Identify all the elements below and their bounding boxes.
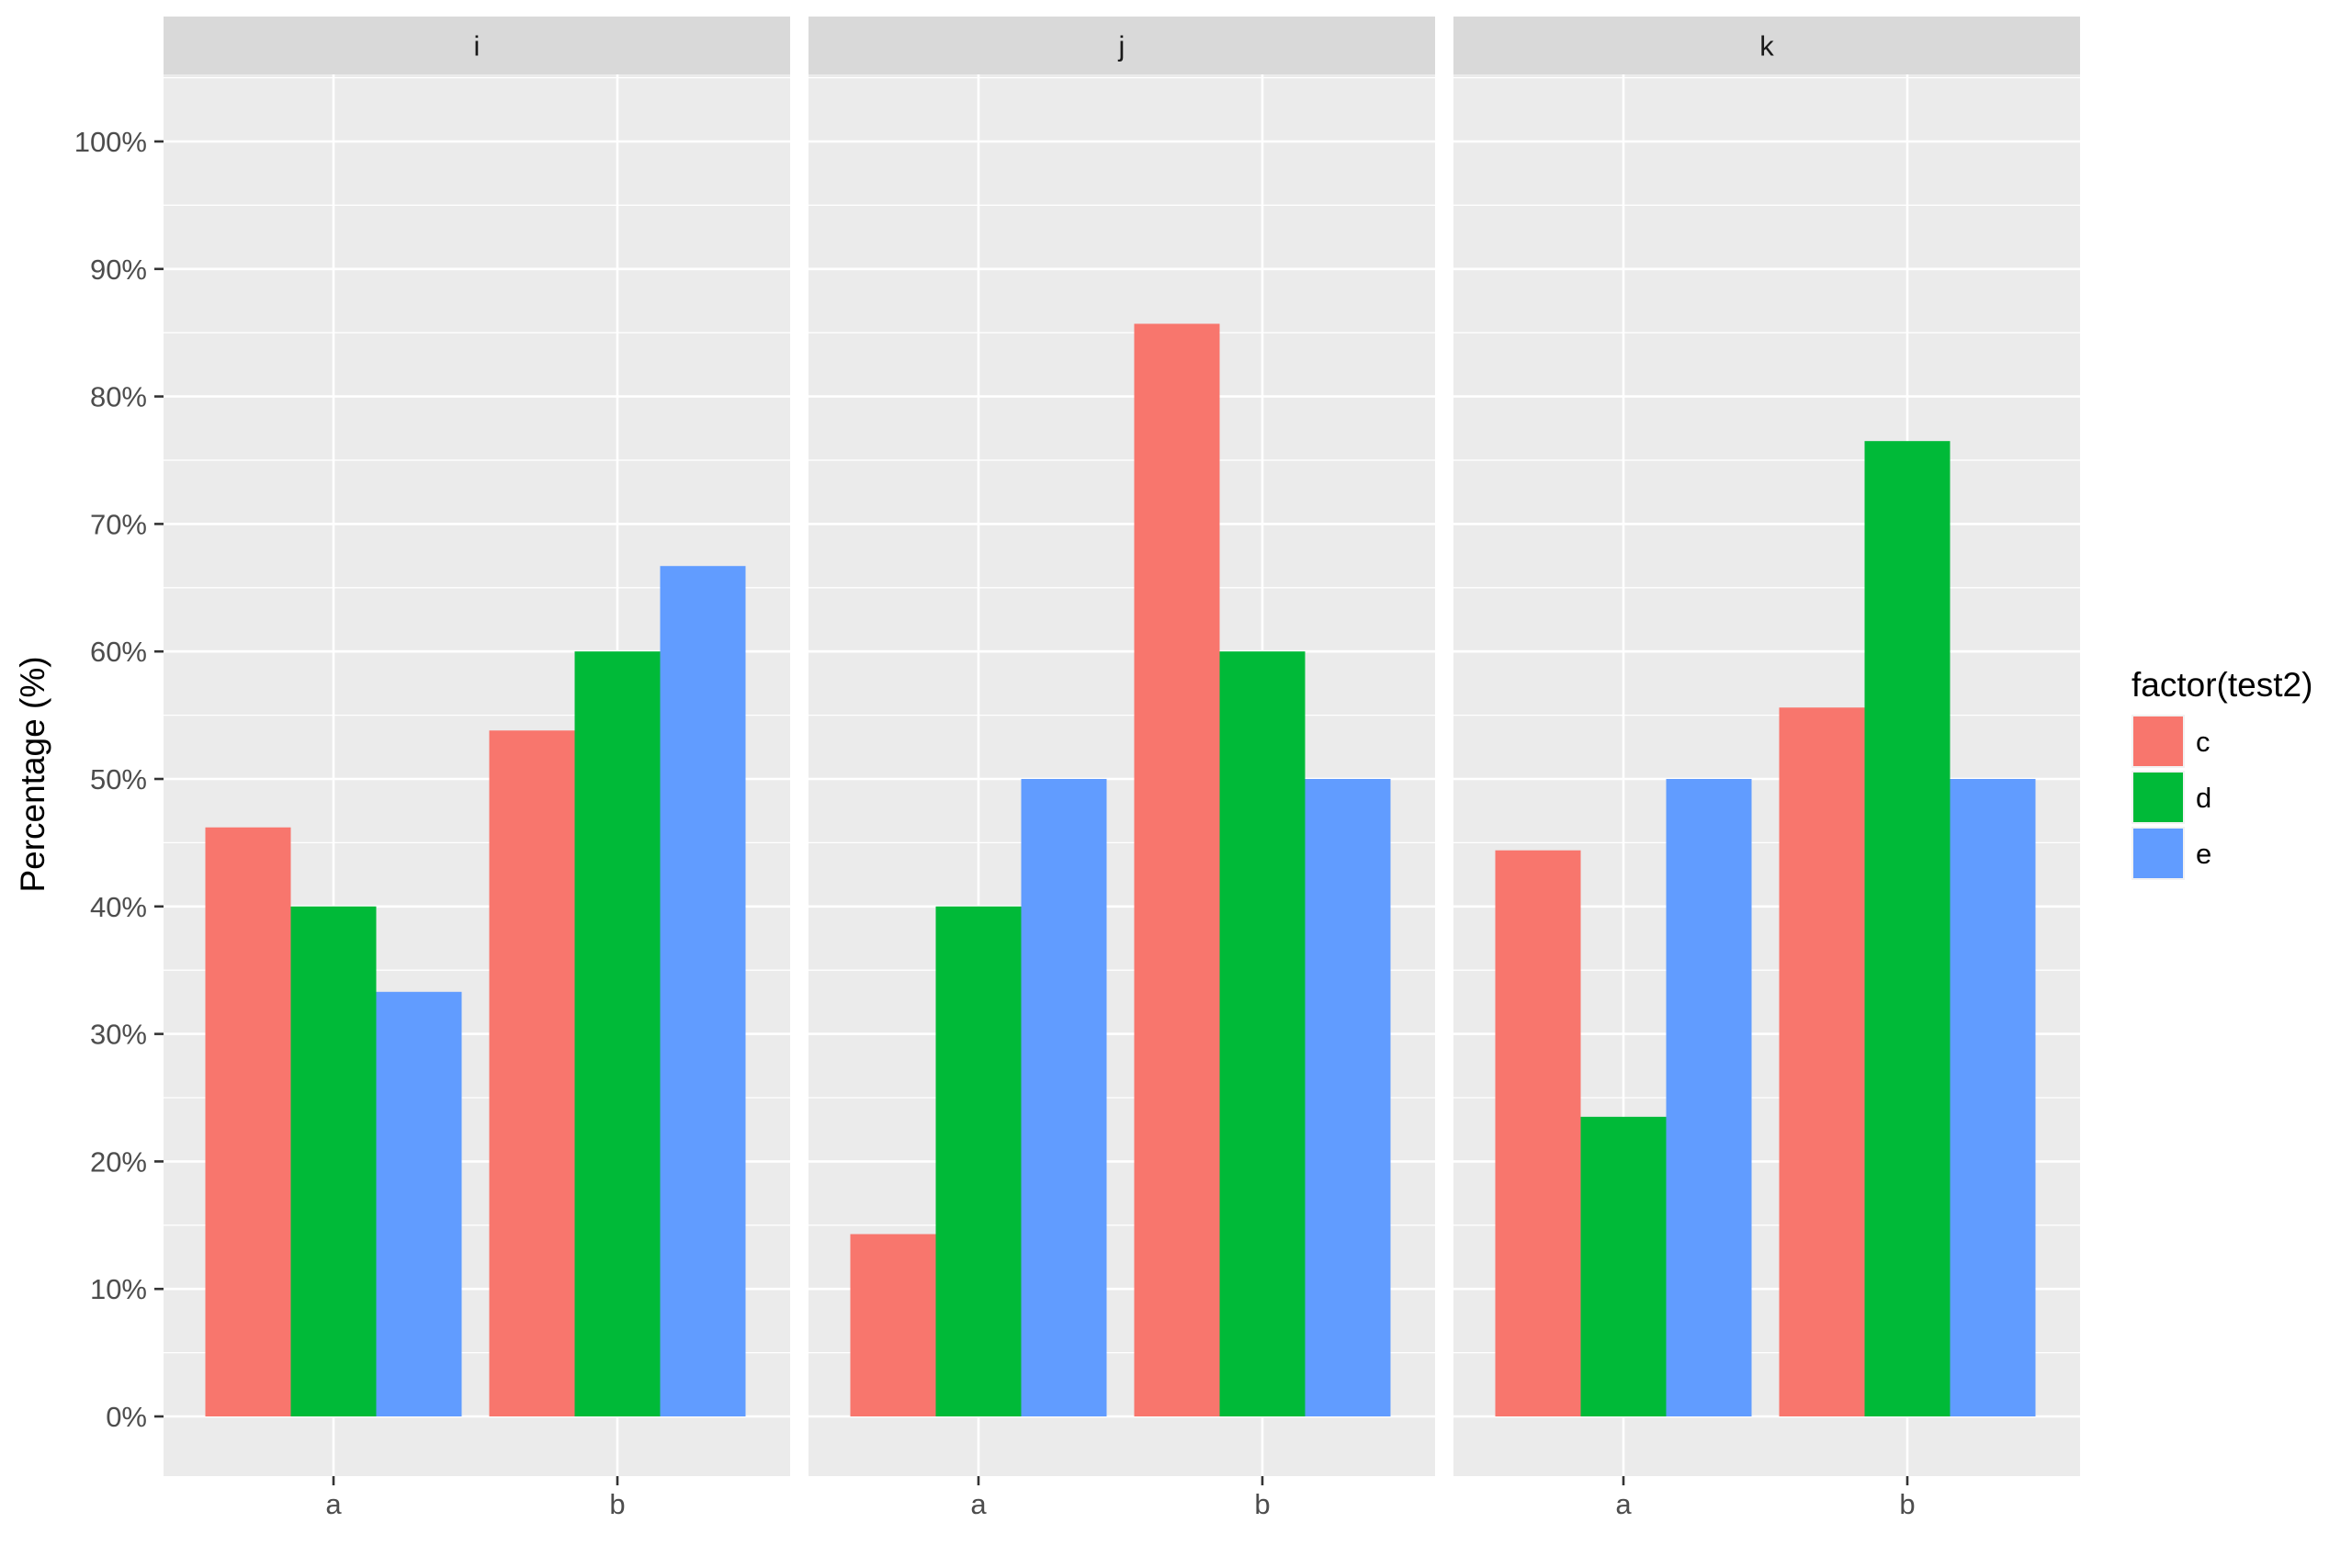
legend: factor(test2) cde <box>2132 666 2312 880</box>
bar-i-b-d <box>574 651 661 1416</box>
legend-title: factor(test2) <box>2132 666 2312 704</box>
bar-k-a-d <box>1580 1116 1667 1416</box>
y-tick-label: 90% <box>90 254 147 286</box>
legend-swatch-c <box>2133 716 2183 766</box>
legend-label-d: d <box>2196 782 2211 814</box>
y-tick-label: 100% <box>74 126 147 158</box>
y-axis-title: Percentage (%) <box>14 656 51 892</box>
x-tick-label: b <box>609 1488 625 1520</box>
x-tick-label: a <box>1615 1488 1632 1520</box>
y-tick-label: 70% <box>90 508 147 540</box>
bar-k-a-e <box>1666 779 1752 1416</box>
x-tick-label: a <box>325 1488 342 1520</box>
legend-label-c: c <box>2196 726 2211 758</box>
x-tick-label: b <box>1254 1488 1270 1520</box>
y-tick-label: 60% <box>90 636 147 668</box>
x-tick-label: a <box>970 1488 987 1520</box>
facet-panels: i a b j a b k a b <box>164 17 2080 1520</box>
facet-strip <box>808 17 1435 74</box>
legend-label-e: e <box>2196 838 2211 870</box>
bar-j-b-d <box>1219 651 1306 1416</box>
facet-strip-label: i <box>474 30 481 62</box>
y-tick-label: 40% <box>90 891 147 923</box>
facet-strip <box>164 17 790 74</box>
bar-j-a-c <box>850 1234 936 1416</box>
y-tick-label: 80% <box>90 381 147 413</box>
bar-i-a-d <box>290 906 377 1416</box>
facet-strip <box>1453 17 2080 74</box>
facet-strip-label: k <box>1759 30 1774 62</box>
bar-k-b-e <box>1950 779 2036 1416</box>
bar-k-b-d <box>1864 441 1951 1417</box>
y-tick-label: 20% <box>90 1145 147 1178</box>
legend-swatch-e <box>2133 829 2183 878</box>
facet-panel-j: j a b <box>808 17 1435 1520</box>
y-tick-label: 0% <box>106 1401 147 1433</box>
bar-j-a-e <box>1021 779 1107 1416</box>
facet-panel-k: k a b <box>1453 17 2080 1520</box>
bar-k-a-c <box>1495 850 1581 1416</box>
y-axis: 0% 10% 20% 30% 40% 50% 60% 70% 80% 90% 100% <box>74 126 164 1433</box>
y-tick-label: 50% <box>90 763 147 795</box>
legend-swatch-d <box>2133 773 2183 822</box>
y-tick-label: 10% <box>90 1273 147 1305</box>
bar-i-b-c <box>489 730 575 1416</box>
bar-j-b-c <box>1134 323 1220 1416</box>
bar-k-b-c <box>1779 707 1865 1416</box>
bar-j-b-e <box>1305 779 1391 1416</box>
bar-i-a-e <box>376 991 462 1416</box>
y-tick-label: 30% <box>90 1019 147 1051</box>
bar-i-a-c <box>205 827 291 1416</box>
x-tick-label: b <box>1899 1488 1915 1520</box>
facet-panel-i: i a b <box>164 17 790 1520</box>
bar-j-a-d <box>935 906 1022 1416</box>
bar-i-b-e <box>660 566 746 1416</box>
facet-strip-label: j <box>1118 30 1125 62</box>
